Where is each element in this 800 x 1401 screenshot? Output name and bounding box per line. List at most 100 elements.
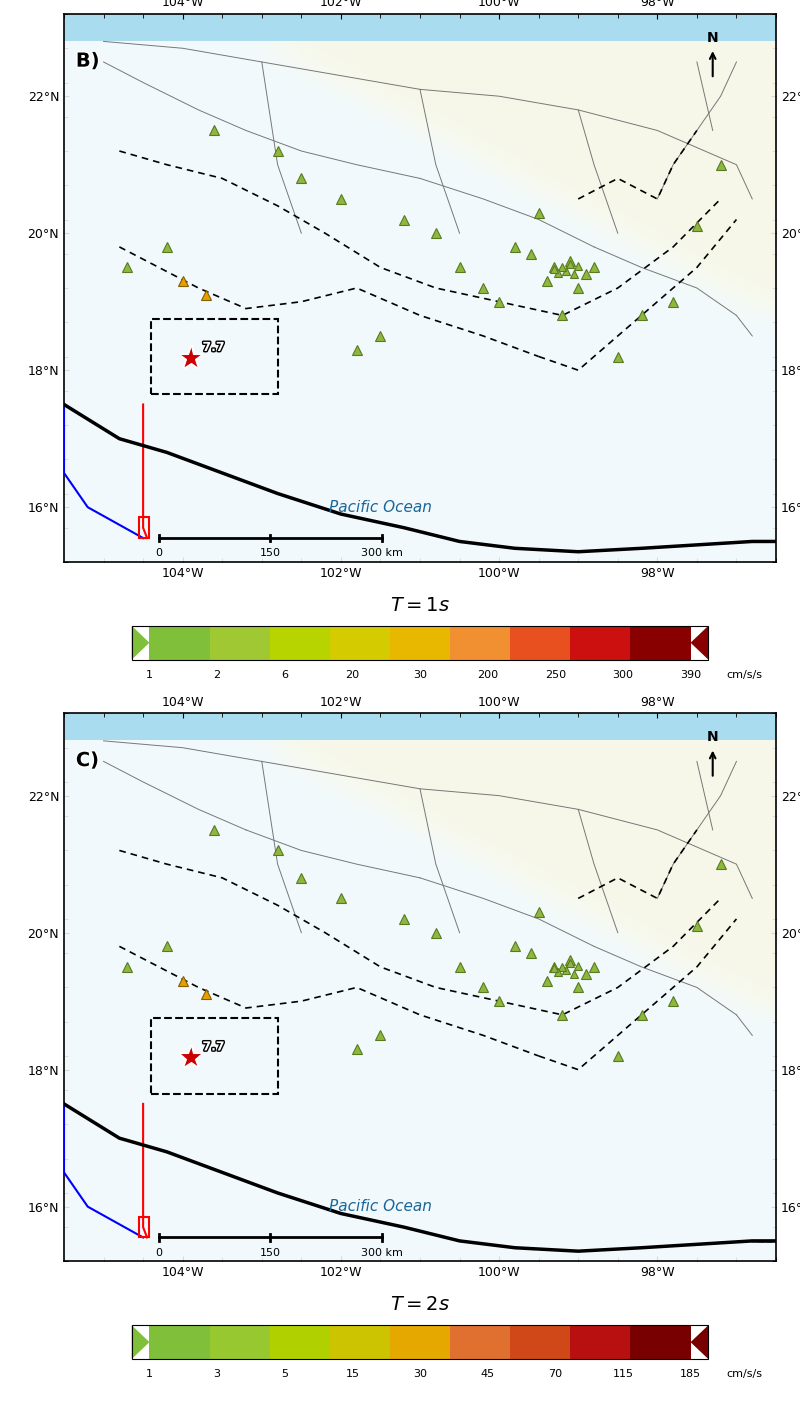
- Polygon shape: [132, 626, 150, 660]
- Bar: [510, 1325, 570, 1359]
- Text: 0: 0: [155, 1248, 162, 1258]
- Polygon shape: [690, 1325, 708, 1359]
- Bar: [139, 517, 149, 538]
- Text: 3: 3: [214, 1369, 221, 1379]
- Bar: [510, 626, 570, 660]
- Bar: [330, 1325, 390, 1359]
- Text: 0: 0: [155, 548, 162, 559]
- Polygon shape: [463, 542, 476, 544]
- Text: Pacific Ocean: Pacific Ocean: [329, 1199, 432, 1215]
- Bar: [450, 626, 510, 660]
- Polygon shape: [388, 1223, 401, 1226]
- Bar: [390, 626, 450, 660]
- Text: 20: 20: [346, 670, 359, 679]
- Bar: [450, 1325, 510, 1359]
- Text: 250: 250: [545, 670, 566, 679]
- Polygon shape: [346, 1215, 359, 1217]
- Text: $T=2s$: $T=2s$: [390, 1296, 450, 1314]
- Polygon shape: [482, 544, 494, 546]
- Bar: [330, 626, 390, 660]
- Polygon shape: [138, 444, 150, 448]
- Text: 30: 30: [413, 1369, 427, 1379]
- Text: 150: 150: [260, 1248, 281, 1258]
- Text: 2: 2: [214, 670, 221, 679]
- Text: B): B): [76, 52, 99, 70]
- Polygon shape: [367, 1219, 380, 1222]
- Text: 6: 6: [282, 670, 288, 679]
- Polygon shape: [325, 1208, 338, 1212]
- Polygon shape: [445, 538, 458, 541]
- Text: 1: 1: [146, 670, 153, 679]
- Polygon shape: [208, 1167, 220, 1171]
- Polygon shape: [171, 454, 183, 458]
- Text: 7.7: 7.7: [202, 1041, 225, 1054]
- Text: N: N: [707, 31, 718, 45]
- Text: Pacific Ocean: Pacific Ocean: [329, 500, 432, 514]
- Text: 300 km: 300 km: [361, 1248, 403, 1258]
- Bar: [210, 626, 270, 660]
- Polygon shape: [408, 528, 421, 532]
- Polygon shape: [463, 1241, 476, 1243]
- Polygon shape: [87, 1118, 98, 1125]
- Text: 300 km: 300 km: [361, 548, 403, 559]
- Polygon shape: [283, 1195, 295, 1199]
- Polygon shape: [154, 448, 166, 453]
- Polygon shape: [408, 1229, 421, 1231]
- Bar: [210, 1325, 270, 1359]
- Bar: [132, 1325, 708, 1359]
- Polygon shape: [132, 1325, 150, 1359]
- Bar: [390, 1325, 450, 1359]
- Text: 200: 200: [477, 670, 498, 679]
- Polygon shape: [304, 1202, 316, 1205]
- Bar: [151, 319, 278, 394]
- Bar: [270, 1325, 330, 1359]
- Polygon shape: [87, 419, 98, 426]
- Polygon shape: [190, 461, 202, 465]
- Polygon shape: [208, 468, 220, 472]
- Text: C): C): [76, 751, 99, 771]
- Polygon shape: [138, 1143, 150, 1147]
- Text: 45: 45: [481, 1369, 494, 1379]
- Polygon shape: [346, 516, 359, 518]
- Text: cm/s/s: cm/s/s: [726, 670, 762, 679]
- Text: cm/s/s: cm/s/s: [726, 1369, 762, 1379]
- Text: 390: 390: [680, 670, 701, 679]
- Text: 30: 30: [413, 670, 427, 679]
- Text: N: N: [707, 730, 718, 744]
- Polygon shape: [106, 430, 116, 437]
- Polygon shape: [445, 1237, 458, 1240]
- Polygon shape: [388, 524, 401, 527]
- Polygon shape: [226, 475, 238, 479]
- Polygon shape: [263, 488, 275, 493]
- Polygon shape: [190, 1160, 202, 1164]
- Polygon shape: [482, 1244, 494, 1245]
- Polygon shape: [367, 520, 380, 523]
- Polygon shape: [283, 495, 295, 499]
- Bar: [570, 626, 630, 660]
- Text: 5: 5: [282, 1369, 288, 1379]
- Polygon shape: [122, 1139, 134, 1142]
- Bar: [270, 626, 330, 660]
- Bar: [139, 1217, 149, 1237]
- Bar: [132, 626, 708, 660]
- Text: 185: 185: [680, 1369, 701, 1379]
- Polygon shape: [500, 546, 514, 548]
- Bar: [570, 1325, 630, 1359]
- Polygon shape: [426, 534, 439, 537]
- Polygon shape: [245, 482, 257, 486]
- Text: $T=1s$: $T=1s$: [390, 595, 450, 615]
- Polygon shape: [154, 1147, 166, 1152]
- Polygon shape: [500, 1245, 514, 1247]
- Bar: [630, 626, 690, 660]
- Polygon shape: [263, 1188, 275, 1192]
- Text: 115: 115: [613, 1369, 634, 1379]
- Polygon shape: [69, 408, 79, 413]
- Bar: [150, 1325, 210, 1359]
- Bar: [150, 626, 210, 660]
- Polygon shape: [690, 626, 708, 660]
- Polygon shape: [122, 440, 134, 443]
- Text: 15: 15: [346, 1369, 359, 1379]
- Polygon shape: [304, 502, 316, 506]
- Text: 1: 1: [146, 1369, 153, 1379]
- Text: 7.7: 7.7: [202, 340, 225, 354]
